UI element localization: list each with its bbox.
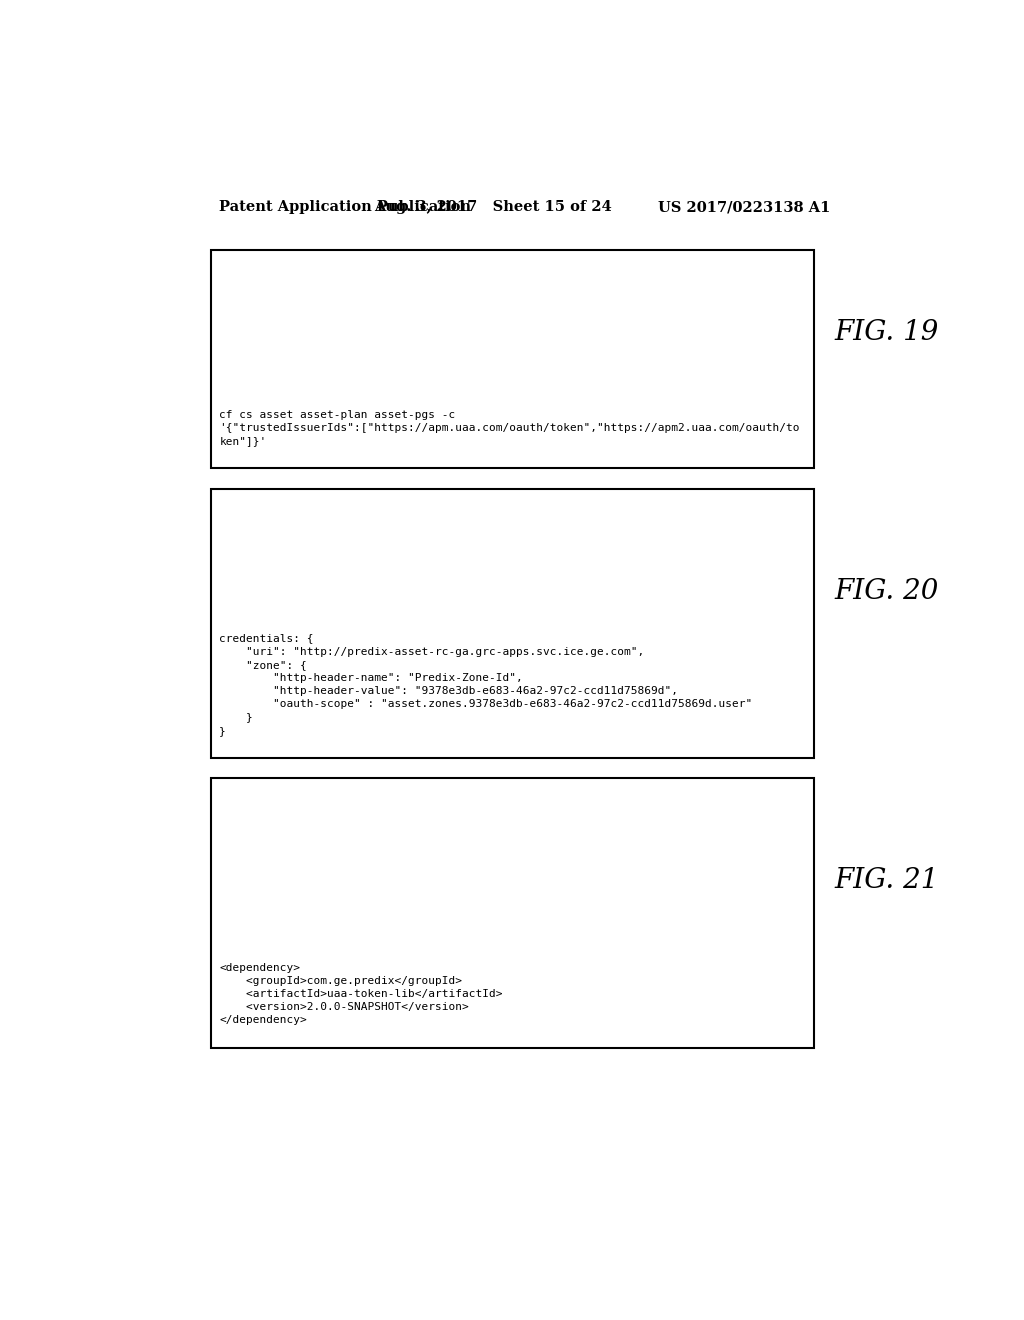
- Text: FIG. 19: FIG. 19: [835, 319, 939, 346]
- Text: credentials: {
    "uri": "http://predix-asset-rc-ga.grc-apps.svc.ice.ge.com",
 : credentials: { "uri": "http://predix-ass…: [219, 634, 753, 735]
- Text: Patent Application Publication: Patent Application Publication: [219, 201, 471, 214]
- Bar: [211, 249, 814, 469]
- Bar: [211, 779, 814, 1048]
- Text: FIG. 20: FIG. 20: [835, 578, 939, 605]
- Text: US 2017/0223138 A1: US 2017/0223138 A1: [658, 201, 830, 214]
- Text: <dependency>
    <groupId>com.ge.predix</groupId>
    <artifactId>uaa-token-lib<: <dependency> <groupId>com.ge.predix</gro…: [219, 962, 503, 1026]
- Text: Aug. 3, 2017   Sheet 15 of 24: Aug. 3, 2017 Sheet 15 of 24: [374, 201, 612, 214]
- Text: cf cs asset asset-plan asset-pgs -c
'{"trustedIssuerIds":["https://apm.uaa.com/o: cf cs asset asset-plan asset-pgs -c '{"t…: [219, 409, 800, 446]
- Bar: [211, 488, 814, 758]
- Text: FIG. 21: FIG. 21: [835, 867, 939, 894]
